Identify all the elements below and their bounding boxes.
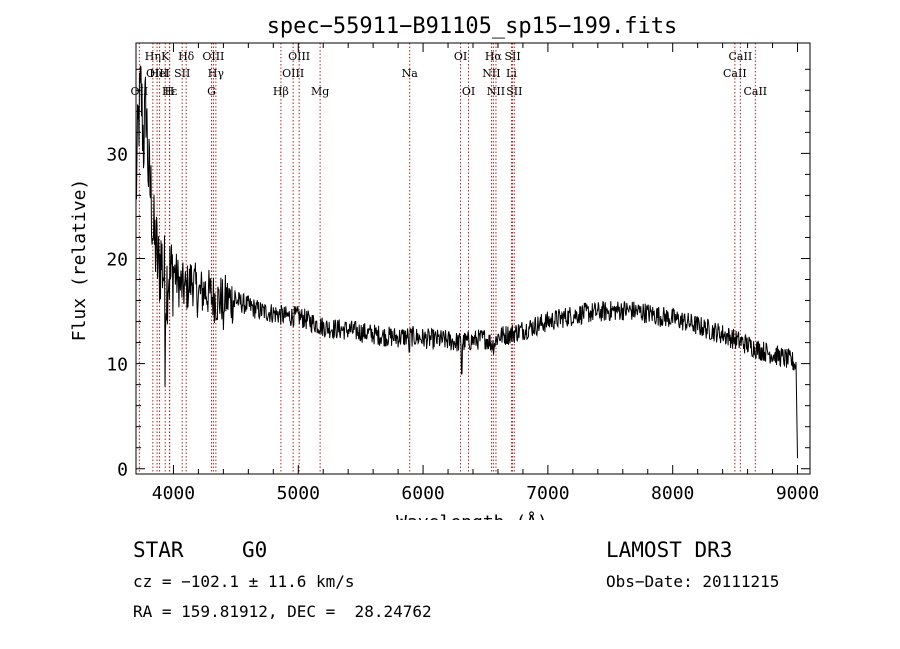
- spectral-line-label: CaII: [729, 50, 753, 63]
- spectral-line-label: Hα: [485, 50, 503, 63]
- spectral-line-label: OIII: [146, 67, 168, 80]
- spectral-line-label: G: [207, 85, 216, 98]
- y-tick-label: 0: [117, 460, 128, 481]
- spectral-line-label: Hε: [162, 85, 178, 98]
- coordinates-readout: RA = 159.81912, DEC = 28.24762: [133, 602, 432, 621]
- flux-series-line: [135, 65, 798, 459]
- spectral-line-label: CaII: [723, 67, 747, 80]
- survey-name: LAMOST DR3: [606, 538, 733, 562]
- x-tick-label: 6000: [401, 483, 444, 504]
- x-tick-label: 5000: [277, 483, 320, 504]
- spectral-line-label: K: [161, 50, 170, 63]
- spectral-line-label: OIII: [282, 67, 304, 80]
- spectral-line-label: OIII: [202, 50, 224, 63]
- spectral-lines: [138, 43, 756, 474]
- spectral-line-label: Hγ: [208, 67, 225, 80]
- object-class: STAR: [133, 538, 184, 562]
- x-axis-ticks: 4000 5000 6000 7000 8000 9000: [152, 43, 819, 504]
- spectral-line-label: SII: [174, 67, 190, 80]
- plot-frame: [135, 42, 811, 475]
- x-tick-label: 8000: [651, 483, 694, 504]
- y-axis-label: Flux (relative): [69, 179, 90, 342]
- x-tick-label: 7000: [526, 483, 569, 504]
- y-axis-ticks: 0 10 20 30: [106, 68, 810, 481]
- spectral-line-label: CaII: [743, 85, 767, 98]
- spectral-line-label: Hη: [145, 50, 161, 63]
- x-axis-label: Wavelength (Å): [396, 511, 548, 520]
- spectral-line-label: NII: [487, 85, 505, 98]
- spectral-line-label: OI: [454, 50, 467, 63]
- observation-date: Obs−Date: 20111215: [606, 572, 780, 591]
- spectral-line-label: SII: [504, 50, 520, 63]
- object-subclass: G0: [242, 538, 268, 562]
- y-tick-label: 30: [106, 144, 128, 165]
- spectral-line-label: H: [165, 85, 175, 98]
- spectral-line-label: Li: [506, 67, 517, 80]
- y-tick-label: 20: [106, 250, 128, 271]
- redshift-readout: cz = −102.1 ± 11.6 km/s: [133, 572, 355, 591]
- spectral-line-label: OIII: [288, 50, 310, 63]
- x-tick-label: 9000: [776, 483, 819, 504]
- chart-title: spec−55911−B91105_sp15−199.fits: [267, 14, 678, 39]
- spectral-line-label: Hβ: [273, 85, 289, 98]
- spectral-line-label: Na: [402, 67, 419, 80]
- x-tick-label: 4000: [152, 483, 195, 504]
- spectral-line-label: Hδ: [178, 50, 195, 63]
- spectrum-chart: spec−55911−B91105_sp15−199.fits Waveleng…: [69, 14, 819, 520]
- spectral-line-label: NII: [482, 67, 500, 80]
- spectral-line-label: OI: [462, 85, 475, 98]
- y-tick-label: 10: [106, 355, 128, 376]
- spectral-line-label: Mg: [311, 85, 329, 98]
- spectral-line-label: SII: [506, 85, 522, 98]
- spectral-line-label: HeI: [149, 67, 169, 80]
